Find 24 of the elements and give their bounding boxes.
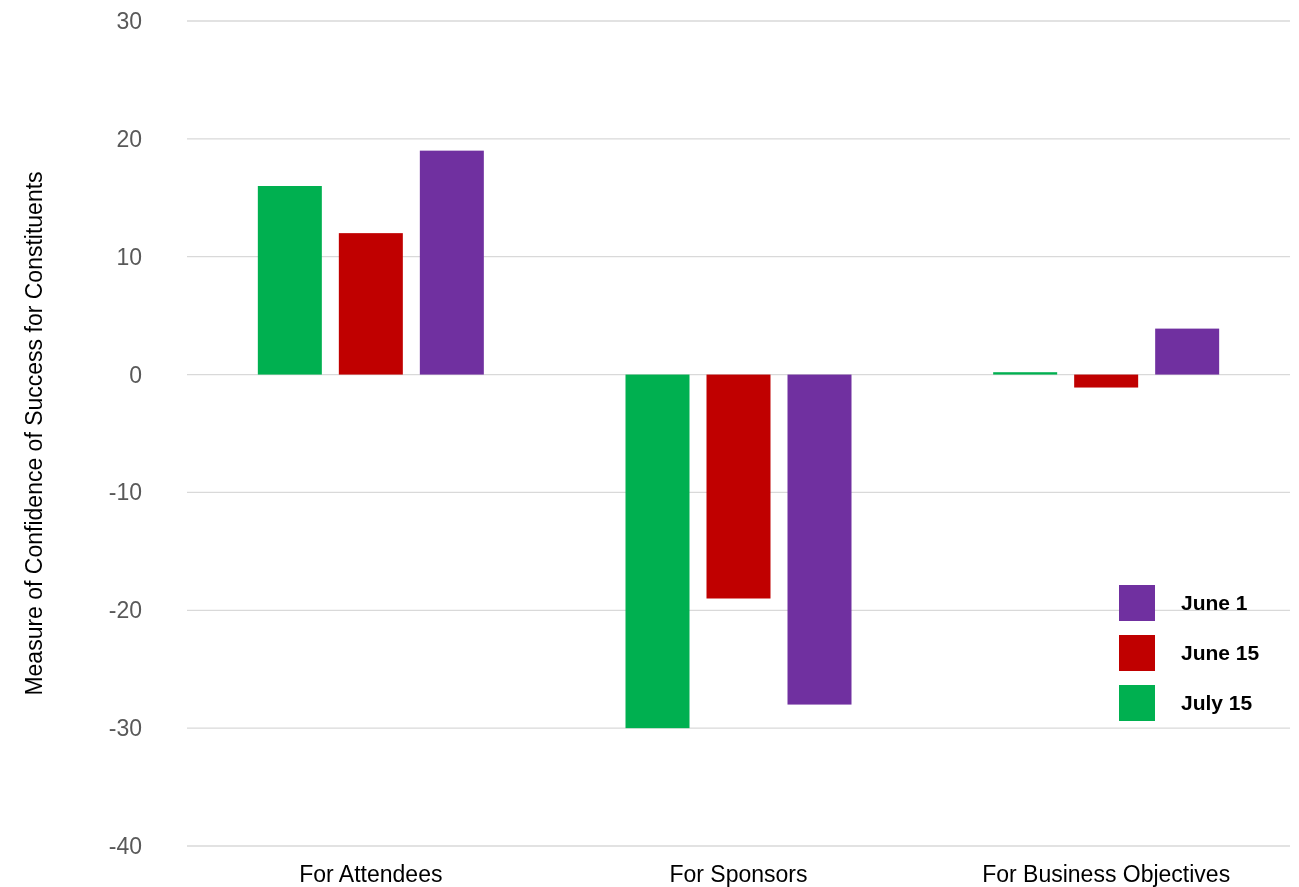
- y-tick-label: 10: [116, 243, 142, 270]
- bar: [257, 186, 322, 375]
- bar: [625, 374, 690, 729]
- y-tick-label: -10: [108, 479, 142, 506]
- y-axis-title: Measure of Confidence of Success for Constituents: [21, 171, 47, 696]
- legend-label: July 15: [1181, 691, 1253, 715]
- y-tick-label: 30: [116, 8, 142, 35]
- bar: [706, 374, 771, 599]
- y-tick-label: -30: [108, 715, 142, 742]
- legend-label: June 15: [1181, 641, 1260, 665]
- bar: [993, 372, 1058, 375]
- bar: [787, 374, 852, 705]
- legend-label: June 1: [1181, 591, 1248, 615]
- bar: [1074, 374, 1139, 388]
- y-tick-label: 20: [116, 125, 142, 152]
- bar: [338, 233, 403, 375]
- x-tick-label: For Business Objectives: [982, 861, 1231, 887]
- y-tick-label: -40: [108, 833, 142, 860]
- y-tick-label: 0: [129, 361, 142, 388]
- bar: [419, 150, 484, 375]
- x-tick-label: For Attendees: [299, 861, 443, 887]
- bar: [1155, 328, 1220, 375]
- x-tick-label: For Sponsors: [669, 861, 808, 887]
- y-tick-label: -20: [108, 597, 142, 624]
